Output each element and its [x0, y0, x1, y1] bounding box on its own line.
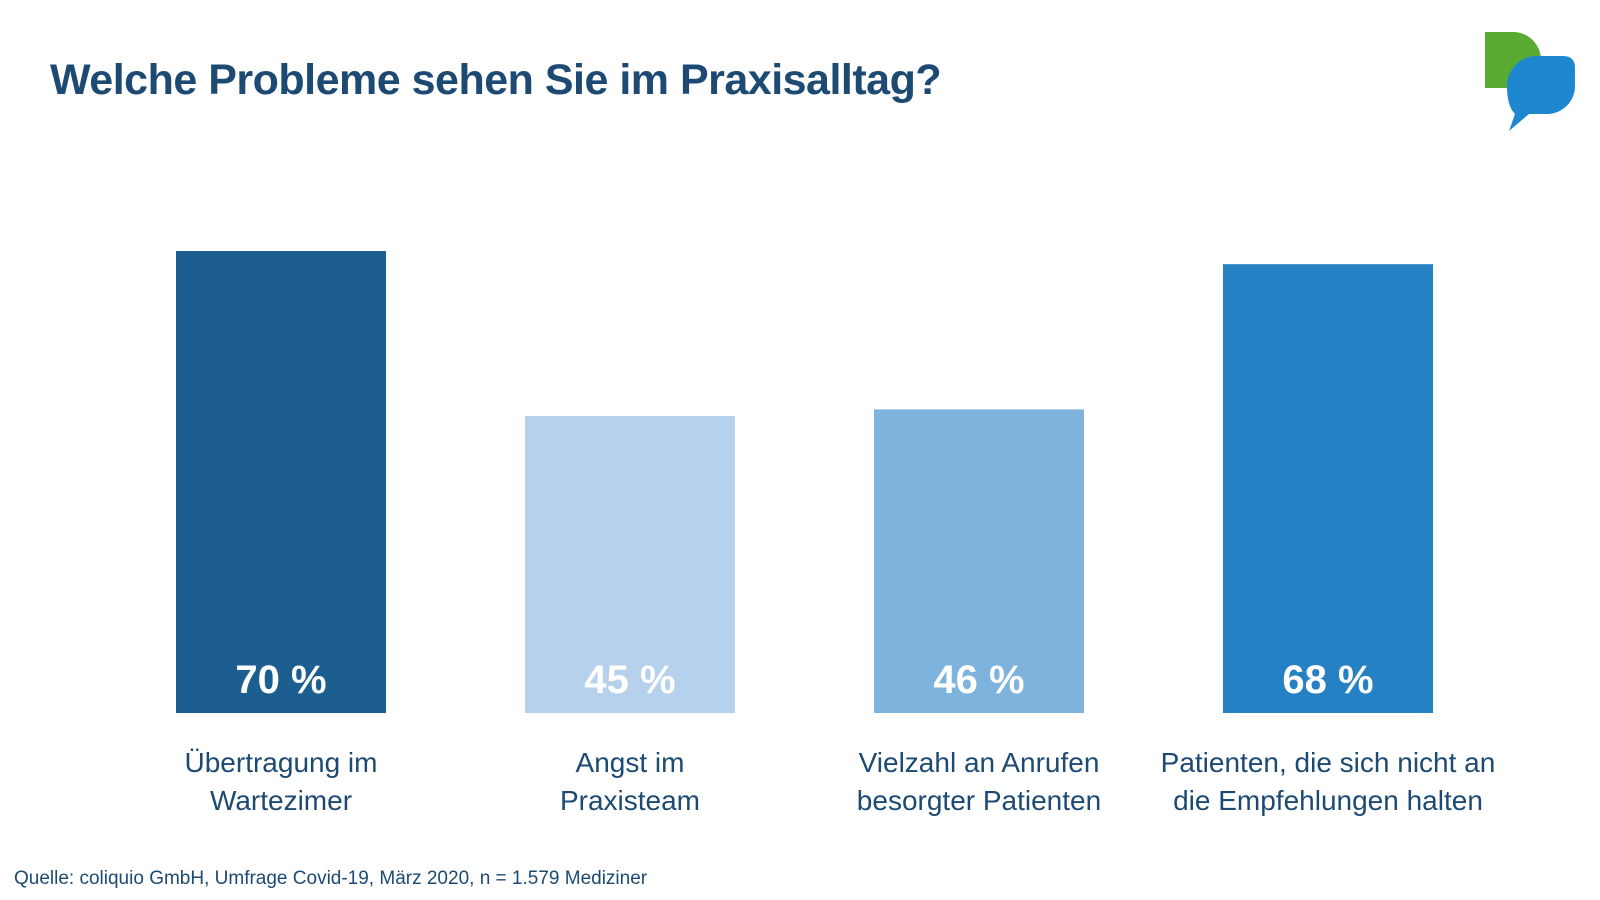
category-label: Wartezimer — [210, 785, 352, 816]
source-note: Quelle: coliquio GmbH, Umfrage Covid-19,… — [14, 868, 648, 889]
category-label: die Empfehlungen halten — [1173, 785, 1483, 816]
chart-title: Welche Probleme sehen Sie im Praxisallta… — [50, 56, 942, 104]
bar-value-label: 46 % — [933, 658, 1024, 702]
category-label: Praxisteam — [560, 785, 700, 816]
bar — [874, 409, 1084, 713]
category-label: Angst im — [576, 747, 685, 778]
logo-icon — [1485, 32, 1575, 131]
category-label: Patienten, die sich nicht an — [1161, 747, 1496, 778]
bar-value-label: 68 % — [1282, 658, 1373, 702]
bar — [525, 416, 735, 713]
category-label: Übertragung im — [185, 747, 378, 778]
logo-blue-bubble — [1506, 56, 1575, 131]
bar — [1223, 264, 1433, 713]
category-label: Vielzahl an Anrufen — [859, 747, 1100, 778]
bar-value-label: 45 % — [584, 658, 675, 702]
bar — [176, 251, 386, 713]
bar-value-label: 70 % — [235, 658, 326, 702]
category-label: besorgter Patienten — [857, 785, 1101, 816]
